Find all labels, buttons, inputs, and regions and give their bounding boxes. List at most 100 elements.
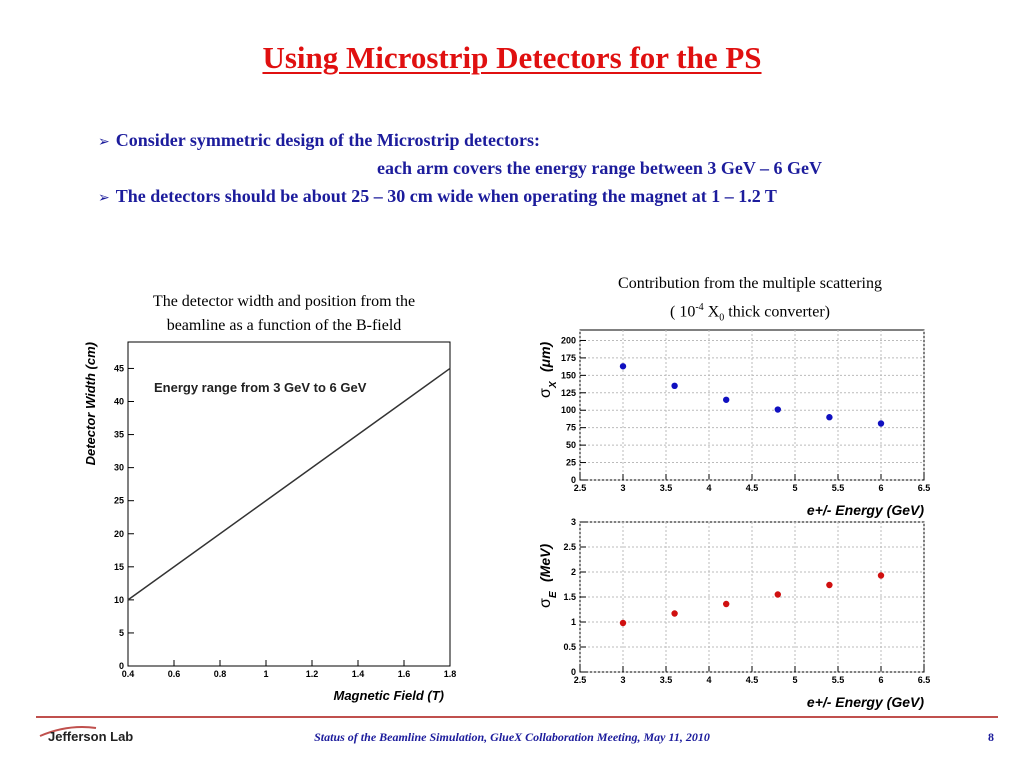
right-caption-line-1: Contribution from the multiple scatterin… — [618, 275, 882, 292]
y-tick-label: 30 — [114, 463, 124, 473]
y-tick-label: 25 — [566, 458, 576, 468]
y-tick-label: 50 — [566, 440, 576, 450]
y-tick-label: 15 — [114, 562, 124, 572]
y-axis-title: Detector Width (cm) — [83, 342, 98, 465]
x-tick-label: 1.4 — [352, 669, 365, 679]
x-tick-label: 4.5 — [746, 675, 759, 685]
y-tick-label: 20 — [114, 529, 124, 539]
footer-text: Status of the Beamline Simulation, GlueX… — [314, 730, 710, 744]
y-tick-label: 0 — [119, 661, 124, 671]
left-caption-line-2: beamline as a function of the B-field — [166, 317, 402, 334]
x-tick-label: 3 — [620, 483, 625, 493]
x-tick-label: 5.5 — [832, 675, 845, 685]
y-tick-label: 45 — [114, 363, 124, 373]
x-axis-title: e+/- Energy (GeV) — [807, 502, 924, 518]
data-point — [619, 619, 627, 627]
jefferson-lab-logo: Jefferson Lab — [38, 724, 133, 744]
detector-width-chart: 0.4 0.6 0.8 1 1.2 1.4 1.6 1.8 0 5 10 15 20 25 30 35 40 45… — [83, 341, 457, 703]
y-axis-unit: (MeV) — [537, 544, 553, 582]
y-axis-title: σX (μm) — [537, 341, 559, 398]
data-point — [774, 591, 781, 598]
x-tick-label: 4 — [706, 675, 711, 685]
x-axis-title: Magnetic Field (T) — [334, 688, 445, 703]
y-tick-label: 175 — [561, 353, 576, 363]
x-tick-label: 1 — [263, 669, 268, 679]
y-tick-label: 25 — [114, 496, 124, 506]
y-axis-title: σE (MeV) — [537, 544, 559, 608]
y-tick-label: 200 — [561, 335, 576, 345]
x-tick-label: 2.5 — [574, 483, 587, 493]
x-tick-label: 3.5 — [660, 483, 673, 493]
data-point — [826, 414, 833, 421]
y-tick-label: 1 — [571, 617, 576, 627]
data-point — [671, 382, 678, 390]
bullet-1-continuation: each arm covers the energy range between… — [377, 158, 823, 178]
y-axis-sigma: σ — [537, 388, 554, 398]
x-tick-label: 5 — [792, 675, 797, 685]
page-number: 8 — [988, 730, 994, 744]
x-tick-label: 1.2 — [306, 669, 319, 679]
y-tick-label: 2.5 — [563, 542, 576, 552]
bullet-1-text: Consider symmetric design of the Microst… — [115, 130, 540, 150]
x-tick-label: 6 — [878, 483, 883, 493]
y-tick-label: 150 — [561, 370, 576, 380]
y-tick-label: 100 — [561, 405, 576, 415]
bullet-1: ➢ Consider symmetric design of the Micros… — [98, 130, 540, 151]
x-tick-label: 2.5 — [574, 675, 587, 685]
x-tick-label: 3.5 — [660, 675, 673, 685]
x-tick-label: 6.5 — [918, 483, 931, 493]
y-tick-label: 3 — [571, 517, 576, 527]
sigma-x-chart: 2.5 3 3.5 4 4.5 5 5.5 6 6.5 0 25 50 75 100 125 150 175 20… — [537, 329, 931, 518]
plot-frame — [127, 341, 451, 667]
series-line — [127, 367, 451, 601]
x-tick-label: 0.4 — [122, 669, 135, 679]
data-point — [619, 363, 627, 370]
right-caption-line-2: ( 10-4 X0 thick converter) — [670, 302, 830, 324]
x-tick-label: 5.5 — [832, 483, 845, 493]
y-tick-label: 0 — [571, 667, 576, 677]
left-caption-line-1: The detector width and position from the — [152, 293, 416, 310]
y-tick-label: 2 — [571, 567, 576, 577]
y-tick-label: 10 — [114, 595, 124, 605]
x-tick-label: 4 — [706, 483, 711, 493]
y-tick-label: 75 — [566, 423, 576, 433]
x-tick-label: 1.8 — [444, 669, 457, 679]
arrow-bullet-icon: ➢ — [98, 190, 110, 206]
x-tick-label: 0.6 — [168, 669, 181, 679]
y-tick-label: 5 — [119, 628, 124, 638]
data-point — [774, 406, 781, 413]
sigma-e-chart: 2.5 3 3.5 4 4.5 5 5.5 6 6.5 0 0.5 1 1.5 2 2.5 3 e+/- Ene… — [537, 517, 931, 710]
y-tick-label: 40 — [114, 397, 124, 407]
jlab-swoosh-icon — [39, 726, 97, 737]
y-axis-subscript: E — [548, 591, 559, 598]
y-tick-label: 35 — [114, 430, 124, 440]
data-point — [723, 396, 730, 403]
right-chart-caption: Contribution from the multiple scatterin… — [560, 272, 940, 331]
left-chart-caption: The detector width and position from the… — [104, 290, 464, 338]
y-tick-label: 1.5 — [563, 592, 576, 602]
y-tick-label: 125 — [561, 388, 576, 398]
footer-divider — [36, 716, 998, 718]
x-tick-label: 1.6 — [398, 669, 411, 679]
x-tick-label: 5 — [792, 483, 797, 493]
data-point — [826, 581, 833, 589]
y-axis-sigma: σ — [537, 598, 554, 608]
y-axis-subscript: X — [548, 380, 559, 389]
arrow-bullet-icon: ➢ — [98, 134, 110, 150]
data-point — [877, 420, 885, 427]
chart-annotation: Energy range from 3 GeV to 6 GeV — [154, 380, 367, 395]
x-tick-label: 6 — [878, 675, 883, 685]
y-tick-label: 0.5 — [563, 642, 576, 652]
x-axis-title: e+/- Energy (GeV) — [807, 694, 924, 710]
plot-frame — [579, 329, 925, 481]
x-tick-label: 3 — [620, 675, 625, 685]
slide-title: Using Microstrip Detectors for the PS — [262, 40, 762, 75]
y-axis-unit: (μm) — [537, 341, 553, 372]
x-tick-label: 6.5 — [918, 675, 931, 685]
x-tick-label: 4.5 — [746, 483, 759, 493]
data-point — [671, 610, 678, 617]
data-point — [877, 572, 885, 579]
x-tick-label: 0.8 — [214, 669, 227, 679]
y-tick-label: 0 — [571, 475, 576, 485]
data-point — [723, 600, 730, 608]
